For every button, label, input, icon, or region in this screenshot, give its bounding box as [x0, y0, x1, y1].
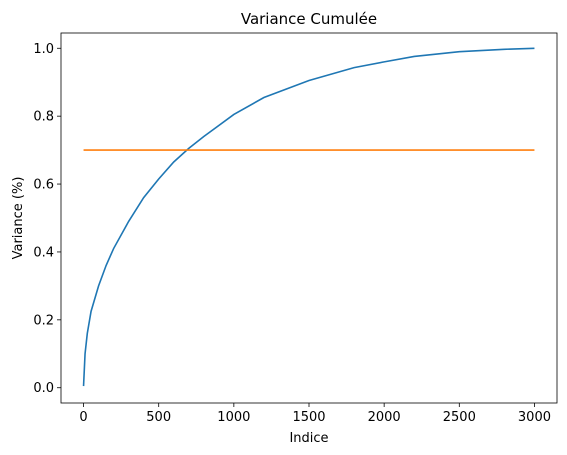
chart-title: Variance Cumulée: [241, 10, 377, 28]
plot-area: [82, 47, 535, 387]
y-tick-label: 0.2: [33, 313, 54, 328]
y-tick-label: 0.0: [33, 381, 54, 396]
x-axis-ticks: 0 500 1000 1500 2000 2500 3000: [79, 403, 551, 425]
y-axis-ticks: 0.0 0.2 0.4 0.6 0.8 1.0: [33, 42, 61, 396]
y-tick-label: 0.4: [33, 245, 54, 260]
x-tick-label: 2000: [368, 410, 401, 425]
series-line-0: [82, 47, 535, 387]
x-tick-label: 1500: [292, 410, 325, 425]
y-tick-label: 0.8: [33, 110, 54, 125]
x-tick-label: 500: [146, 410, 171, 425]
x-tick-label: 2500: [443, 410, 476, 425]
axes-frame: [60, 32, 558, 404]
y-axis-label: Variance (%): [11, 177, 26, 260]
y-tick-label: 1.0: [33, 42, 54, 57]
y-tick-label: 0.6: [33, 178, 54, 193]
x-tick-label: 3000: [518, 410, 551, 425]
x-tick-label: 1000: [217, 410, 250, 425]
x-axis-label: Indice: [289, 431, 328, 446]
x-tick-label: 0: [79, 410, 87, 425]
